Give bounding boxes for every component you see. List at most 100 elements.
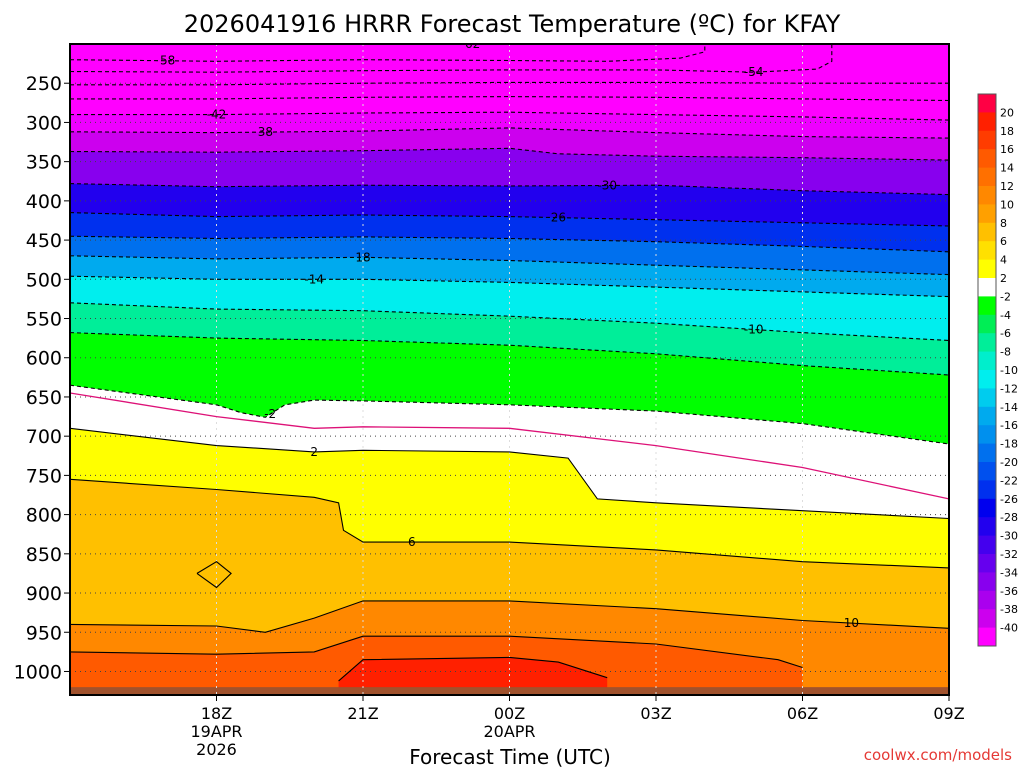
colorbar-swatch-3 (978, 149, 996, 169)
isotherm-10 (70, 600, 949, 633)
isotherm-label-2: 2 (310, 445, 318, 459)
colorbar-swatch-5 (978, 186, 996, 205)
isotherm--6 (70, 332, 949, 376)
isotherm-label--2: -2 (264, 407, 276, 421)
band-18 (338, 657, 608, 695)
y-tick-label-900: 900 (26, 583, 62, 605)
isotherm-8 (196, 561, 232, 589)
x-tick-date-18Z: 19APR (190, 722, 242, 741)
colorbar-swatch-15 (978, 370, 996, 389)
colorbar-swatch-24 (978, 535, 996, 555)
colorbar-label-26: -36 (1000, 585, 1018, 598)
colorbar-swatch-29 (978, 627, 996, 647)
colorbar-label-28: -40 (1000, 622, 1018, 635)
y-tick-label-500: 500 (26, 269, 62, 291)
colorbar-label-23: -30 (1000, 530, 1018, 543)
colorbar: 20 18 16 14 12 10 8 6 4 2 -2 -4 -6 -8 -10 -12 -14 -16 -18 -… (977, 93, 1018, 647)
y-tick-label-650: 650 (26, 387, 62, 409)
isotherm-label--54: -54 (744, 65, 764, 79)
isotherm--58 (70, 44, 706, 62)
colorbar-swatch-25 (978, 554, 996, 573)
colorbar-label-7: 6 (1000, 235, 1007, 248)
colorbar-swatch-16 (978, 388, 996, 408)
y-tick-label-300: 300 (26, 112, 62, 134)
colorbar-label-24: -32 (1000, 548, 1018, 561)
x-tick-label-06Z: 06Z (787, 704, 818, 723)
colorbar-swatch-8 (978, 241, 996, 261)
colorbar-label-10: -2 (1000, 290, 1011, 303)
colorbar-label-12: -6 (1000, 327, 1011, 340)
colorbar-swatch-26 (978, 572, 996, 592)
colorbar-swatch-17 (978, 406, 996, 426)
y-tick-label-550: 550 (26, 309, 62, 331)
isotherm--22 (70, 235, 949, 253)
colorbar-swatch-4 (978, 167, 996, 187)
y-tick-label-1000: 1000 (14, 661, 62, 683)
isotherm--18 (70, 255, 949, 276)
colorbar-label-16: -14 (1000, 401, 1018, 414)
colorbar-label-19: -20 (1000, 456, 1018, 469)
colorbar-swatch-1 (978, 112, 996, 132)
y-tick-label-850: 850 (26, 544, 62, 566)
isotherm--42 (70, 111, 949, 121)
colorbar-label-27: -38 (1000, 603, 1018, 616)
colorbar-label-1: 18 (1000, 125, 1014, 138)
colorbar-swatch-27 (978, 590, 996, 610)
x-tick-label-00Z: 00Z (494, 704, 525, 723)
isotherm-2 (70, 427, 949, 520)
isotherm--50 (70, 81, 949, 86)
colorbar-swatch-18 (978, 425, 996, 445)
x-tick-label-03Z: 03Z (640, 704, 671, 723)
colorbar-label-0: 20 (1000, 106, 1014, 119)
colorbar-label-3: 14 (1000, 162, 1014, 175)
isotherm-label--38: 38 (258, 125, 273, 139)
isotherm-label-10: 10 (844, 616, 859, 630)
colorbar-frame (977, 93, 997, 647)
colorbar-swatch-10 (978, 278, 996, 297)
colorbar-swatch-28 (978, 609, 996, 629)
x-tick-date-00Z: 20APR (483, 722, 535, 741)
plot-grid (70, 44, 949, 695)
y-tick-label-250: 250 (26, 73, 62, 95)
isotherm-14 (70, 635, 803, 669)
y-tick-label-450: 450 (26, 230, 62, 252)
y-tick-label-350: 350 (26, 152, 62, 174)
y-tick-label-750: 750 (26, 465, 62, 487)
colorbar-label-8: 4 (1000, 254, 1007, 267)
colorbar-swatch-13 (978, 333, 996, 353)
colorbar-swatch-19 (978, 443, 996, 463)
isotherm-label--18: 18 (355, 250, 370, 264)
colorbar-label-21: -26 (1000, 493, 1018, 506)
colorbar-swatch-23 (978, 517, 996, 537)
freezing-line (70, 392, 949, 500)
isotherm--46 (70, 96, 949, 102)
isotherm--30 (70, 183, 949, 196)
isotherm-18 (338, 656, 608, 682)
colorbar-label-13: -8 (1000, 346, 1011, 359)
isotherm--14 (70, 275, 949, 298)
isotherm--2 (70, 384, 949, 445)
colorbar-label-15: -12 (1000, 382, 1018, 395)
isotherm-label--10: -10 (744, 322, 764, 336)
temperature-fill-bands (70, 44, 949, 695)
isotherm-label--30: -30 (597, 178, 617, 192)
isotherm-label--42: -42 (207, 108, 227, 122)
y-axis-pressure-ticks: 250 300 350 400 450 500 550 600 650 700 750 800 850 9… (14, 73, 70, 683)
colorbar-swatch-2 (978, 130, 996, 150)
colorbar-label-9: 2 (1000, 272, 1007, 285)
x-axis-label: Forecast Time (UTC) (409, 745, 611, 768)
x-tick-label-21Z: 21Z (347, 704, 378, 723)
isotherm-label--62: -62 (461, 37, 481, 51)
y-tick-label-600: 600 (26, 348, 62, 370)
isotherm-6 (70, 478, 949, 569)
isotherm-contours (70, 44, 949, 682)
colorbar-label-2: 16 (1000, 143, 1014, 156)
colorbar-label-17: -16 (1000, 419, 1018, 432)
isotherm--54 (70, 44, 833, 73)
colorbar-swatch-0 (978, 94, 996, 113)
colorbar-label-4: 12 (1000, 180, 1014, 193)
isotherm-label--26: 26 (551, 211, 566, 225)
